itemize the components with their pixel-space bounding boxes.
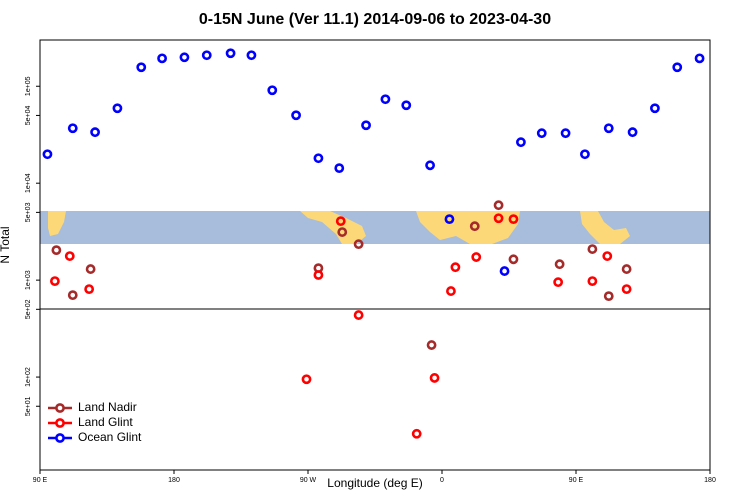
point: [401, 100, 412, 111]
y-tick-label: 5e+03: [25, 202, 32, 222]
point: [603, 123, 614, 134]
point: [627, 127, 638, 138]
point: [672, 62, 683, 73]
plot-frame: [39, 39, 711, 471]
point: [587, 244, 598, 254]
point: [469, 221, 480, 232]
point: [291, 110, 301, 121]
point: [313, 270, 324, 280]
point: [621, 264, 632, 274]
point: [444, 214, 455, 225]
x-tick-label: 180: [704, 477, 716, 484]
y-tick-label: 5e+01: [25, 396, 32, 416]
point: [361, 120, 371, 131]
point: [313, 153, 324, 164]
point: [67, 290, 78, 301]
point: [426, 340, 437, 350]
point: [157, 53, 167, 64]
point: [49, 276, 60, 287]
point: [301, 374, 312, 385]
point: [353, 310, 364, 320]
y-tick-label: 1e+05: [25, 76, 32, 96]
point: [580, 149, 590, 160]
chart-title: 0-15N June (Ver 11.1) 2014-09-06 to 2023…: [199, 11, 551, 28]
legend-marker: [55, 433, 65, 443]
point: [429, 373, 440, 383]
x-tick-label: 180: [168, 477, 180, 484]
point: [587, 276, 598, 287]
legend-label: Land Glint: [78, 415, 133, 429]
x-tick-label: 90 E: [33, 477, 48, 484]
point: [42, 149, 53, 160]
point: [67, 123, 78, 134]
point: [425, 160, 435, 171]
point: [225, 48, 236, 59]
y-tick-label: 1e+04: [25, 173, 32, 193]
point: [246, 50, 257, 61]
point: [493, 213, 504, 224]
point: [85, 264, 96, 274]
legend-marker: [55, 418, 65, 428]
point: [493, 200, 504, 211]
y-axis-label: N Total: [0, 226, 12, 263]
point: [84, 284, 95, 295]
legend-label: Ocean Glint: [78, 430, 142, 444]
point: [51, 245, 62, 256]
x-tick-label: 90 W: [300, 477, 317, 484]
point: [353, 239, 364, 250]
point: [136, 62, 147, 73]
point: [380, 94, 391, 105]
point: [553, 277, 564, 288]
point: [508, 254, 519, 265]
point: [650, 103, 660, 114]
point: [64, 251, 75, 261]
point: [536, 128, 547, 139]
x-tick-label: 90 E: [569, 477, 584, 484]
point: [694, 53, 705, 64]
x-tick-label: 0: [440, 477, 444, 484]
point: [508, 214, 519, 225]
point: [554, 259, 565, 270]
y-tick-label: 5e+04: [25, 106, 32, 126]
point: [621, 284, 632, 295]
legend-marker: [55, 403, 65, 413]
point: [516, 137, 526, 148]
point: [335, 216, 346, 227]
point: [450, 262, 461, 273]
point: [201, 50, 212, 61]
y-tick-label: 5e+02: [25, 299, 32, 319]
point: [411, 428, 422, 439]
y-tick-label: 1e+03: [25, 270, 32, 290]
point: [603, 291, 614, 302]
point: [602, 251, 613, 261]
y-tick-label: 1e+02: [25, 367, 32, 387]
point: [446, 286, 456, 296]
point: [334, 163, 345, 174]
legend-label: Land Nadir: [78, 400, 137, 414]
point: [90, 127, 100, 138]
point: [560, 128, 571, 139]
point: [337, 227, 348, 237]
point: [471, 252, 482, 262]
point: [267, 85, 278, 96]
x-axis-label: Longitude (deg E): [327, 476, 422, 490]
point: [499, 266, 510, 276]
point: [112, 103, 123, 114]
point: [179, 52, 190, 63]
